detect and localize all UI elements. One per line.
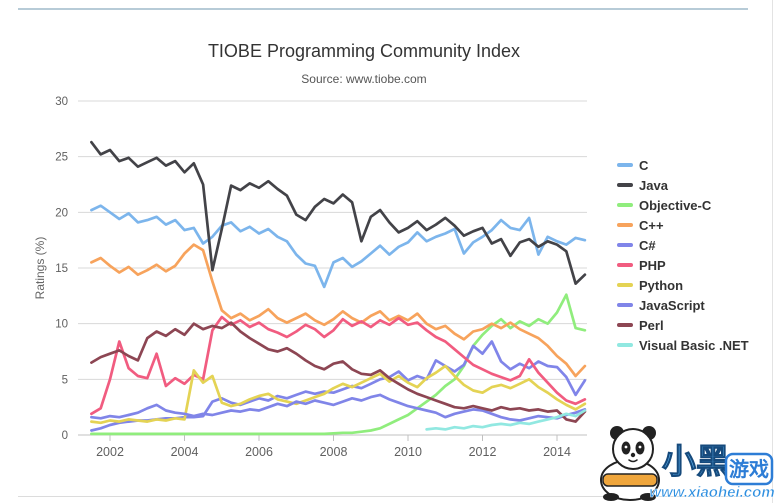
legend-label-vb-net: Visual Basic .NET	[639, 337, 749, 353]
legend-item-objective-c[interactable]: Objective-C	[617, 195, 749, 215]
legend-swatch-vb-net	[617, 343, 633, 347]
series-line-java	[90, 140, 587, 285]
legend-item-vb-net[interactable]: Visual Basic .NET	[617, 335, 749, 355]
y-tick-label: 10	[55, 319, 68, 331]
x-tick-label: 2006	[245, 445, 273, 459]
panda-icon	[600, 426, 660, 501]
bottom-divider	[18, 496, 748, 497]
legend-item-c[interactable]: C	[617, 155, 749, 175]
series-line-cpp	[90, 243, 587, 378]
x-tick-label: 2002	[96, 445, 124, 459]
legend-item-csharp[interactable]: C#	[617, 235, 749, 255]
series-line-vb-net	[425, 409, 587, 431]
right-divider	[772, 0, 773, 503]
legend-label-python: Python	[639, 277, 684, 293]
y-tick-label: 25	[55, 152, 68, 164]
legend-item-php[interactable]: PHP	[617, 255, 749, 275]
legend-item-cpp[interactable]: C++	[617, 215, 749, 235]
chart-title: TIOBE Programming Community Index	[207, 41, 521, 61]
watermark-brand-right: 游戏	[729, 457, 769, 481]
y-tick-label: 0	[62, 430, 68, 442]
legend-item-java[interactable]: Java	[617, 175, 749, 195]
y-tick-label: 5	[62, 374, 68, 386]
legend-label-perl: Perl	[639, 317, 664, 333]
series-line-perl	[90, 321, 587, 423]
legend-swatch-cpp	[617, 223, 633, 227]
legend-swatch-csharp	[617, 243, 633, 247]
y-tick-label: 20	[55, 207, 68, 219]
x-tick-label: 2012	[469, 445, 497, 459]
legend-swatch-python	[617, 283, 633, 287]
legend-label-objective-c: Objective-C	[639, 197, 712, 213]
legend-swatch-objective-c	[617, 203, 633, 207]
y-tick-label: 30	[55, 96, 68, 108]
series-line-c	[90, 204, 587, 289]
series-line-javascript	[90, 393, 587, 422]
legend-label-javascript: JavaScript	[639, 297, 705, 313]
x-tick-label: 2010	[394, 445, 422, 459]
legend-item-python[interactable]: Python	[617, 275, 749, 295]
legend-label-php: PHP	[639, 257, 666, 273]
top-divider	[18, 8, 748, 10]
watermark-brand-box	[724, 452, 774, 486]
legend-label-c: C	[639, 157, 649, 173]
y-tick-label: 15	[55, 263, 68, 275]
gridlines	[78, 100, 587, 380]
legend-swatch-java	[617, 183, 633, 187]
x-tick-label: 2004	[171, 445, 199, 459]
x-axis	[78, 434, 587, 441]
x-tick-label: 2014	[543, 445, 571, 459]
series-line-objective-c	[90, 293, 587, 436]
legend-swatch-php	[617, 263, 633, 267]
xiaohei-watermark-logo: 小黑 游戏 www.xiaohei.com	[600, 426, 775, 501]
legend-item-javascript[interactable]: JavaScript	[617, 295, 749, 315]
watermark-brand-left: 小黑	[662, 443, 730, 481]
legend-item-perl[interactable]: Perl	[617, 315, 749, 335]
watermark-url: www.xiaohei.com	[649, 484, 774, 501]
chart-legend: C Java Objective-C C++ C# PHP Python JavaScript…	[617, 155, 749, 355]
series-line-php	[90, 315, 587, 416]
legend-swatch-javascript	[617, 303, 633, 307]
legend-label-csharp: C#	[639, 237, 656, 253]
legend-swatch-c	[617, 163, 633, 167]
x-tick-label: 2008	[320, 445, 348, 459]
legend-swatch-perl	[617, 323, 633, 327]
chart-subtitle: Source: www.tiobe.com	[301, 72, 427, 86]
series-line-python	[90, 364, 587, 425]
legend-label-cpp: C++	[639, 217, 664, 233]
legend-label-java: Java	[639, 177, 668, 193]
